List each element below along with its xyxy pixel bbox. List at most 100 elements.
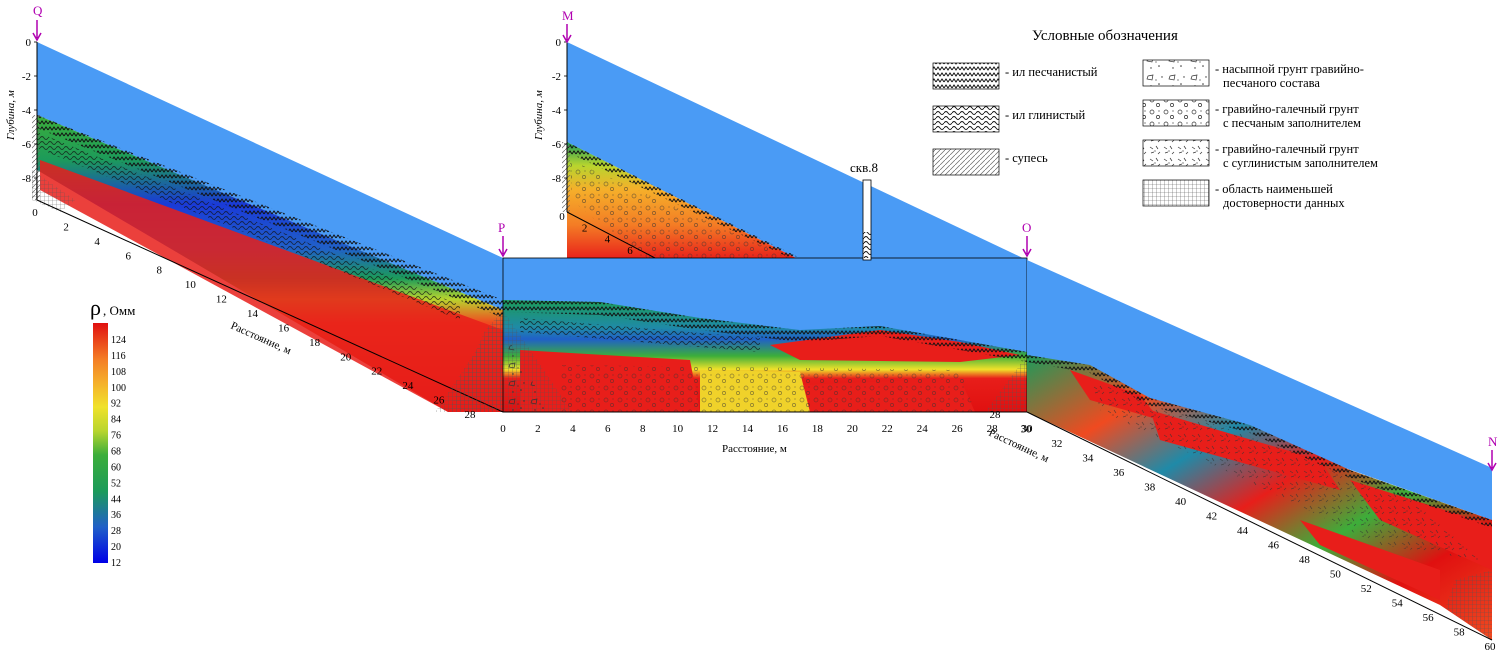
profile-p-o-gravel-sand: [560, 365, 975, 412]
p-o-distance-tick-2: 2: [535, 423, 541, 435]
q-distance-tick-14: 14: [247, 308, 259, 320]
marker-q-label: Q: [33, 3, 43, 18]
profile-q-low-conf-left: [32, 170, 75, 212]
depth-label-m: Глубина, м: [533, 90, 545, 141]
q-distance-tick-4: 4: [94, 236, 100, 248]
profile-m: [562, 42, 1027, 260]
q-distance-tick-26: 26: [433, 395, 445, 407]
legend-label-3: - насыпной грунт гравийно-: [1215, 62, 1364, 76]
distance-label-p-o: Расстояние, м: [722, 443, 787, 455]
marker-n-arrow: [1487, 450, 1497, 472]
profile-p-o-silt-clay: [520, 318, 760, 352]
o-n-distance-tick-52: 52: [1361, 583, 1372, 595]
depth-tick-0: 0: [26, 37, 32, 49]
q-distance-tick-10: 10: [185, 279, 197, 291]
p-o-distance-tick-30: 30: [1022, 423, 1034, 435]
legend-label-2: - супесь: [1005, 151, 1048, 165]
profile-p-o: [435, 257, 1028, 413]
marker-p-label: P: [498, 220, 505, 235]
legend-swatch-0: [932, 62, 1000, 90]
colorbar-tick-28: 28: [111, 526, 121, 537]
p-o-distance-tick-0: 0: [500, 423, 506, 435]
q-distance-tick-2: 2: [63, 221, 69, 233]
depth-tick--6: -6: [552, 139, 562, 151]
profile-p-o-cone-right: [985, 355, 1027, 412]
p-o-distance-tick-4: 4: [570, 423, 576, 435]
o-n-distance-tick-50: 50: [1330, 569, 1342, 581]
legend-label-4: - гравийно-галечный грунт: [1215, 102, 1359, 116]
legend-title: Условные обозначения: [1032, 28, 1178, 44]
q-distance-tick-22: 22: [371, 366, 382, 378]
m-distance-tick-6: 6: [627, 245, 633, 257]
legend-swatch-3: [1142, 59, 1210, 87]
marker-o: O: [1022, 220, 1032, 258]
marker-m-label: M: [562, 8, 574, 23]
marker-p-arrow: [498, 236, 508, 258]
p-o-distance-tick-18: 18: [812, 423, 824, 435]
o-n-distance-tick-34: 34: [1082, 453, 1094, 465]
marker-o-label: O: [1022, 220, 1031, 235]
profile-p-o-cone-left-fill: [503, 330, 550, 412]
legend-label-6: - область наименьшей: [1215, 182, 1333, 196]
m-distance-tick-4: 4: [605, 234, 611, 246]
o-n-distance-tick-56: 56: [1423, 612, 1435, 624]
m-distance-tick-0: 0: [559, 211, 565, 223]
colorbar: ρ , Омм 124 116 108 100 92 84 76 68 60 52 44 36 28 20…: [90, 295, 135, 569]
well-label: скв.8: [850, 160, 878, 175]
profile-m-distance-axis: [566, 211, 656, 259]
colorbar-tick-52: 52: [111, 478, 121, 489]
q-distance-tick-20: 20: [340, 351, 352, 363]
q-distance-tick-24: 24: [402, 380, 414, 392]
profile-m-water: [567, 42, 1027, 260]
o-n-distance-tick-44: 44: [1237, 525, 1249, 537]
profile-m-silt-layer: [567, 142, 800, 258]
o-n-distance-tick-42: 42: [1206, 511, 1217, 523]
well-8: [862, 179, 872, 261]
colorbar-tick-44: 44: [111, 494, 121, 505]
o-n-distance-tick-40: 40: [1175, 496, 1187, 508]
colorbar-gradient: [93, 323, 108, 563]
q-distance-tick-8: 8: [157, 265, 163, 277]
profile-q: [32, 42, 504, 413]
legend-label2-4: с песчаным заполнителем: [1223, 116, 1361, 130]
colorbar-symbol: ρ: [90, 295, 101, 320]
legend: Условные обозначения - ил песчанистый - и…: [932, 28, 1378, 210]
profile-o-n-water: [1027, 260, 1492, 520]
profile-p-o-silt-layer: [503, 300, 1027, 362]
o-n-distance-tick-48: 48: [1299, 554, 1311, 566]
colorbar-ticks: 124 116 108 100 92 84 76 68 60 52 44 36 28 20 12: [111, 335, 126, 569]
legend-swatch-4: [1142, 99, 1210, 127]
depth-tick--8: -8: [552, 173, 562, 185]
depth-tick--6: -6: [22, 139, 32, 151]
o-n-distance-tick-32: 32: [1051, 438, 1062, 450]
o-n-distance-tick-28: 28: [990, 409, 1002, 421]
colorbar-unit: , Омм: [103, 303, 135, 318]
profile-m-gravel: [570, 160, 790, 258]
p-o-distance-tick-24: 24: [917, 423, 929, 435]
profile-q-silt-layer: [37, 115, 503, 318]
profile-o-n: [1026, 260, 1493, 641]
depth-tick--4: -4: [552, 105, 562, 117]
colorbar-tick-76: 76: [111, 431, 121, 442]
colorbar-tick-12: 12: [111, 558, 121, 569]
legend-swatch-2: [932, 148, 1000, 176]
depth-tick--8: -8: [22, 173, 32, 185]
o-n-distance-tick-60: 60: [1485, 641, 1497, 653]
depth-tick-0: 0: [556, 37, 562, 49]
legend-label2-6: достоверности данных: [1223, 196, 1345, 210]
profile-o-n-gravel-loam: [1090, 380, 1480, 560]
o-n-distance-tick-38: 38: [1144, 482, 1156, 494]
q-distance-tick-16: 16: [278, 322, 290, 334]
legend-label-0: - ил песчанистый: [1005, 65, 1098, 79]
profile-o-n-distance-axis: [1026, 411, 1493, 641]
well-8-casing: [862, 179, 872, 261]
colorbar-tick-36: 36: [111, 510, 121, 521]
p-o-distance-tick-12: 12: [707, 423, 718, 435]
legend-label-1: - ил глинистый: [1005, 108, 1086, 122]
p-o-distance-tick-8: 8: [640, 423, 646, 435]
colorbar-tick-100: 100: [111, 383, 126, 394]
colorbar-tick-108: 108: [111, 367, 126, 378]
profile-o-n-red-4: [1300, 520, 1440, 600]
marker-q: Q: [32, 3, 43, 42]
